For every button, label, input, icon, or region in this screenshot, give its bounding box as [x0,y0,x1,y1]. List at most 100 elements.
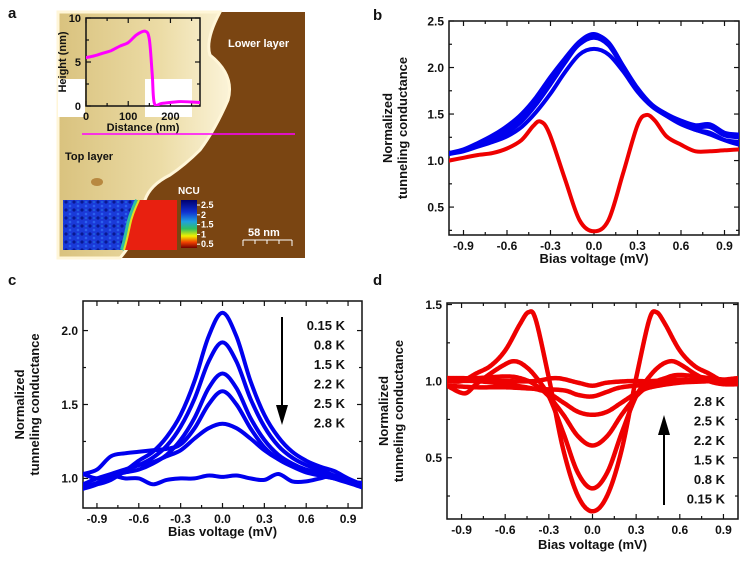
series-line [86,29,200,106]
surface-defect [91,178,103,186]
colorbar-tick-label: 1 [201,229,206,239]
y-tick-label: 1.5 [61,398,78,412]
x-tick-label: -0.3 [539,523,560,537]
y-tick-label: 2.0 [61,324,78,338]
x-tick-label: -0.6 [128,512,149,526]
x-tick-label: 0.6 [673,239,690,253]
x-tick-label: -0.3 [170,512,191,526]
conductance-map [63,199,177,251]
legend-label: 2.2 K [694,433,726,448]
y-tick-label: 1.0 [427,154,444,168]
panel-a-inset-chart: 0 100 200 0 5 10 Distance (nm) Height (nm) [57,13,201,134]
panel-d-chart: -0.9 -0.6 -0.3 0.0 0.3 0.6 0.9 0.5 1.0 1.5 Bias vo… [376,298,739,552]
x-axis-label: Bias voltage (mV) [538,537,647,552]
legend-label: 2.5 K [314,396,346,411]
series-line-1-5-K [447,372,738,448]
x-axis-label: Distance (nm) [107,122,180,134]
colorbar [181,200,197,248]
x-tick-label: 0.3 [629,239,646,253]
x-tick-label: -0.3 [540,239,561,253]
x-tick-label: 0.9 [715,523,732,537]
series-line [449,33,739,156]
legend-label: 0.15 K [307,318,346,333]
colorbar-ticks: 2.521.510.5 [197,200,214,249]
colorbar-tick-label: 2.5 [201,200,214,210]
y-axis-label-line2: tunneling conductance [395,57,410,199]
x-axis-label: Bias voltage (mV) [168,524,277,539]
y-tick-label: 0.5 [425,451,442,465]
legend-label: 1.5 K [694,453,726,468]
series-line-0-8-K [447,358,738,491]
panel-c-chart: -0.9 -0.6 -0.3 0.0 0.3 0.6 0.9 1.0 1.5 2.0 Bias vo… [12,300,363,539]
colorbar-title: NCU [178,186,200,197]
series-line [449,32,739,156]
panel-letter-c: c [8,272,16,289]
x-tick-label: 0.0 [586,239,603,253]
x-tick-label: -0.6 [495,523,516,537]
panel-letter-d: d [373,272,382,289]
x-tick-label: -0.9 [451,523,472,537]
series-line [449,112,739,234]
x-tick-label: -0.9 [87,512,108,526]
scale-bar [242,239,293,246]
y-tick-label: 2.5 [427,14,444,28]
y-tick-label: 10 [69,13,81,25]
x-tick-label: 0.3 [628,523,645,537]
x-tick-label: 100 [119,111,137,123]
x-tick-label: 0.6 [298,512,315,526]
y-tick-label: 5 [75,57,81,69]
x-tick-label: 200 [161,111,179,123]
y-tick-label: 2.0 [427,61,444,75]
x-axis-label: Bias voltage (mV) [539,251,648,266]
x-tick-label: 0.3 [256,512,273,526]
y-axis-label-line1: Normalized [376,376,391,446]
y-tick-label: 0 [75,101,81,113]
scale-bar-label: 58 nm [248,227,280,239]
legend-label: 0.8 K [314,338,346,353]
y-axis-label: Height (nm) [57,31,69,92]
y-tick-label: 1.5 [427,107,444,121]
panel-letter-b: b [373,7,382,24]
x-tick-label: -0.9 [453,239,474,253]
x-tick-label: 0 [83,111,89,123]
y-axis-label-line2: tunneling conductance [391,340,406,482]
series-line-2-8-K [83,472,362,487]
arrow-up-icon [658,415,670,435]
legend-label: 2.5 K [694,414,726,429]
y-tick-label: 1.5 [425,298,442,312]
top-layer-label: Top layer [65,151,114,163]
legend-label: 2.2 K [314,377,346,392]
legend-label: 1.5 K [314,357,346,372]
x-tick-label: 0.9 [716,239,733,253]
colorbar-tick-label: 0.5 [201,239,214,249]
x-tick-label: 0.9 [340,512,357,526]
x-tick-label: 0.0 [584,523,601,537]
legend-label: 0.15 K [687,492,726,507]
y-tick-label: 1.0 [425,374,442,388]
x-tick-label: -0.6 [497,239,518,253]
y-axis-label-line2: tunneling conductance [27,333,42,475]
series-line-0-15-K [447,309,738,514]
series-line-2-8-K [447,375,738,388]
lower-layer-label: Lower layer [228,38,290,50]
colorbar-tick-label: 1.5 [201,220,214,230]
legend-label: 2.8 K [314,416,346,431]
series-line-2-5-K [83,421,362,487]
x-tick-label: 0.0 [214,512,231,526]
arrow-down-icon [276,405,288,425]
y-tick-label: 1.0 [61,472,78,486]
panel-b-chart: -0.9 -0.6 -0.3 0.0 0.3 0.6 0.9 0.5 1.0 1.5 2.0 2.5 B… [380,14,740,266]
inset-background-patch [58,79,85,117]
y-tick-label: 0.5 [427,200,444,214]
panel-letter-a: a [8,5,17,22]
legend-label: 0.8 K [694,472,726,487]
series-line-1-5-K [83,371,362,491]
x-tick-label: 0.6 [671,523,688,537]
legend-label: 2.8 K [694,394,726,409]
panel-a: a 0 100 200 0 5 10 Distance (nm) Height (nm) Lo… [8,5,305,260]
y-axis-label-line1: Normalized [380,93,395,163]
series-line [449,35,739,157]
colorbar-tick-label: 2 [201,210,206,220]
y-axis-label-line1: Normalized [12,369,27,439]
